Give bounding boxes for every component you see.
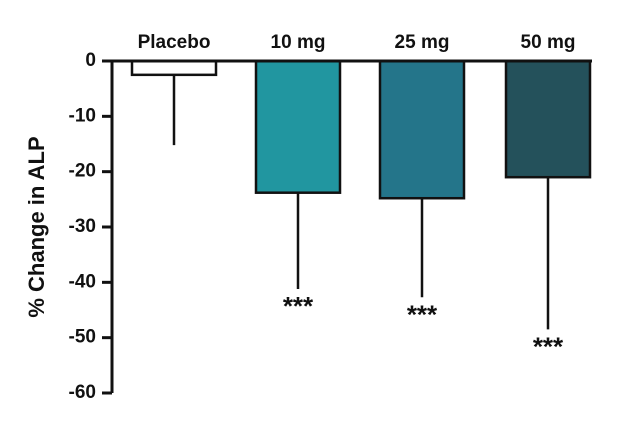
- significance-label: ***: [533, 331, 564, 361]
- category-label: 10 mg: [271, 32, 326, 53]
- y-tick-label: -30: [69, 216, 96, 237]
- category-label: Placebo: [138, 32, 211, 53]
- plot-area: 0 -10 -20 -30 -40 -50 -60 Placebo 10 mg *** 25 mg *…: [69, 32, 592, 403]
- bar: [378, 59, 466, 200]
- bar: [130, 59, 218, 77]
- significance-label: ***: [407, 299, 438, 329]
- bar: [254, 59, 342, 194]
- y-tick-label: -20: [69, 161, 96, 182]
- y-tick-label: -60: [69, 382, 96, 403]
- y-axis-label: % Change in ALP: [24, 136, 49, 317]
- significance-label: ***: [283, 291, 314, 321]
- y-tick-label: -50: [69, 327, 96, 348]
- bar: [504, 59, 592, 179]
- category-label: 50 mg: [521, 32, 576, 53]
- y-tick-label: 0: [85, 50, 96, 71]
- y-tick-label: -40: [69, 271, 96, 292]
- y-tick-label: -10: [69, 105, 96, 126]
- category-label: 25 mg: [395, 32, 450, 53]
